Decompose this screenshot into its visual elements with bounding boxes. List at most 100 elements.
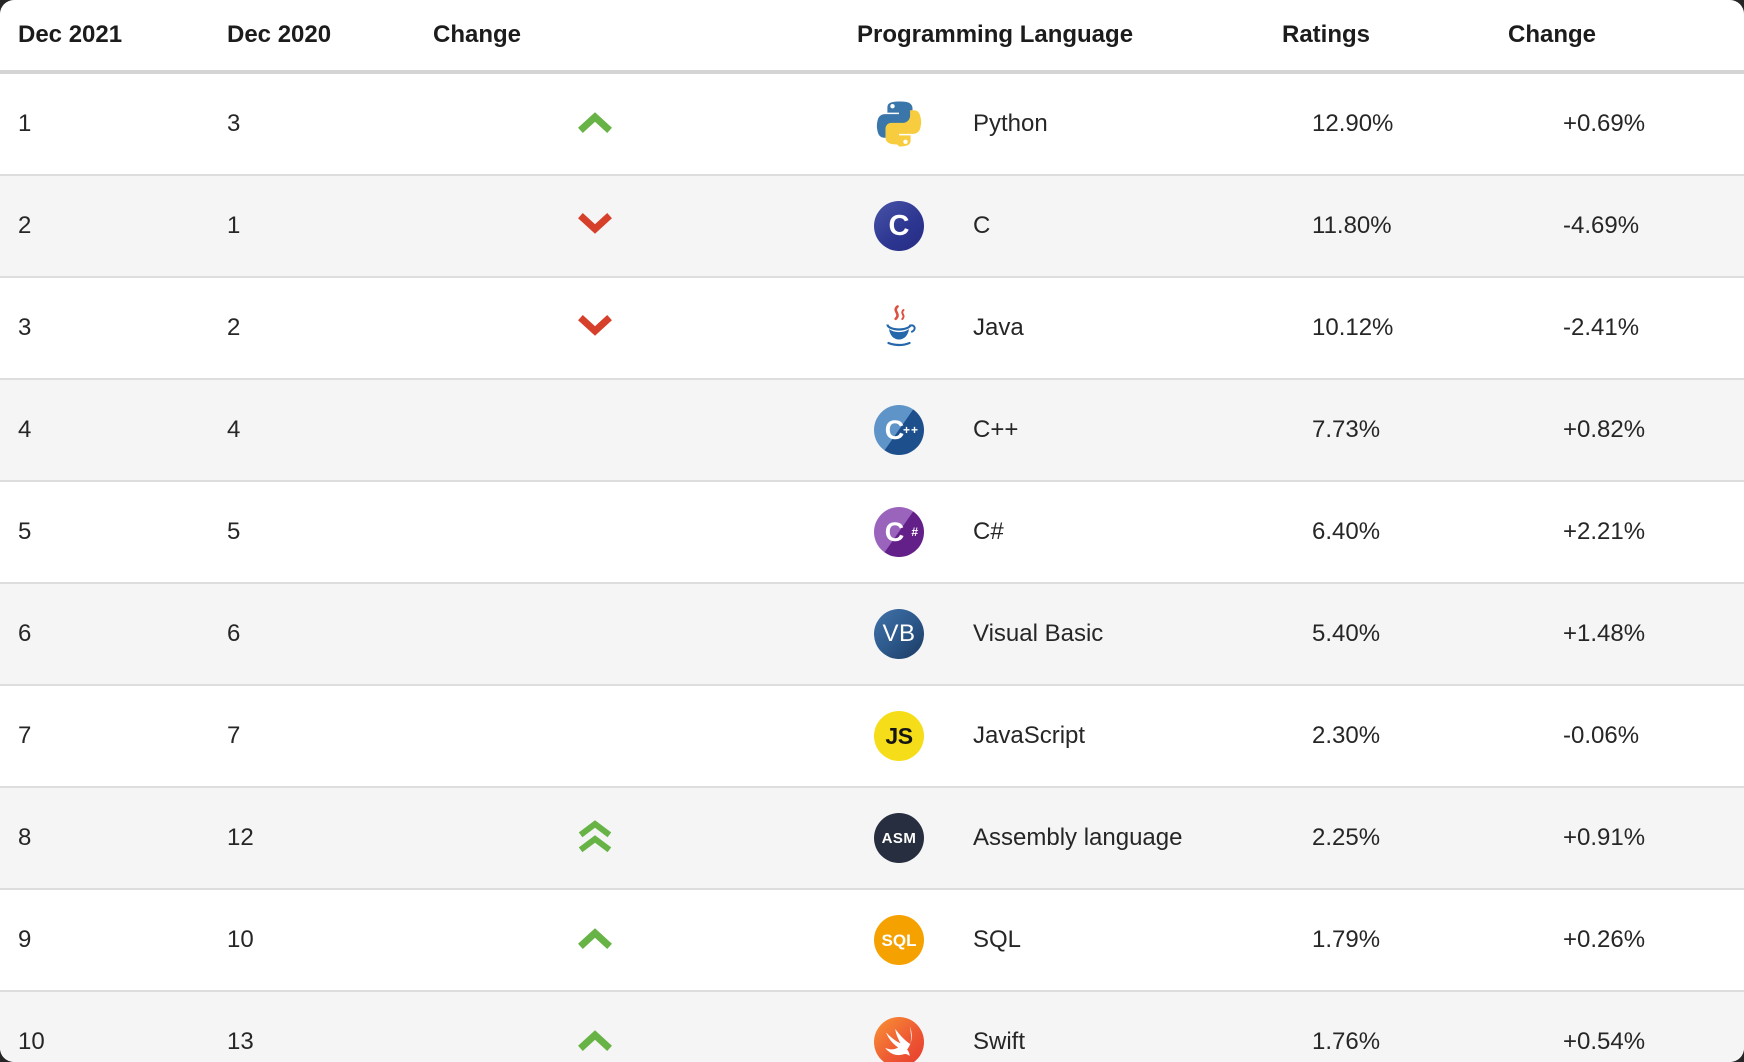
rank-2020: 7 xyxy=(227,722,241,749)
language-name: SQL xyxy=(973,926,1022,953)
language-cell: Java xyxy=(857,302,1282,354)
rank-2021: 3 xyxy=(18,314,32,341)
rating-change-value: -2.41% xyxy=(1563,314,1640,341)
table-row: 6 6 VB Visual Basic 5.40% +1.48% xyxy=(0,582,1744,684)
trend-cell xyxy=(433,212,857,240)
rating-change-value: +2.21% xyxy=(1563,518,1646,545)
language-cell: C # C# xyxy=(857,506,1282,558)
table-row: 9 10 SQL SQL 1.79% +0.26% xyxy=(0,888,1744,990)
swift-icon xyxy=(874,1017,924,1062)
trend-cell xyxy=(433,111,857,138)
trend-cell xyxy=(433,724,857,748)
rating-value: 12.90% xyxy=(1312,110,1394,137)
language-cell: VB Visual Basic xyxy=(857,608,1282,660)
rank-2020: 12 xyxy=(227,824,254,851)
javascript-icon: JS xyxy=(874,711,924,761)
rank-2020: 2 xyxy=(227,314,241,341)
col-header-ratings-change: Change xyxy=(1508,21,1597,48)
rating-change-value: +0.54% xyxy=(1563,1028,1646,1055)
rating-value: 6.40% xyxy=(1312,518,1381,545)
rating-value: 1.76% xyxy=(1312,1028,1381,1055)
table-row: 8 12 ASM Assembly language 2.25% +0.91% xyxy=(0,786,1744,888)
rank-2020: 1 xyxy=(227,212,241,239)
rating-change-value: -0.06% xyxy=(1563,722,1640,749)
table-row: 3 2 Java 10.12% -2.41% xyxy=(0,276,1744,378)
language-cell: ASM Assembly language xyxy=(857,812,1282,864)
rank-2020: 3 xyxy=(227,110,241,137)
col-header-position-change: Change xyxy=(433,21,522,48)
rating-value: 10.12% xyxy=(1312,314,1394,341)
rating-value: 1.79% xyxy=(1312,926,1381,953)
rating-change-value: +0.69% xyxy=(1563,110,1646,137)
rank-2021: 9 xyxy=(18,926,32,953)
rank-2021: 1 xyxy=(18,110,32,137)
assembly-icon: ASM xyxy=(874,813,924,863)
up-arrow-icon xyxy=(578,927,612,949)
rating-value: 2.30% xyxy=(1312,722,1381,749)
rating-value: 7.73% xyxy=(1312,416,1381,443)
rating-change-value: +0.91% xyxy=(1563,824,1646,851)
table-row: 2 1 C C 11.80% -4.69% xyxy=(0,174,1744,276)
language-cell: Swift xyxy=(857,1016,1282,1062)
rank-2021: 5 xyxy=(18,518,32,545)
rank-2020: 4 xyxy=(227,416,241,443)
language-name: Assembly language xyxy=(973,824,1183,851)
rank-2020: 5 xyxy=(227,518,241,545)
cpp-icon: C ++ xyxy=(874,405,924,455)
trend-cell xyxy=(433,418,857,442)
c-icon: C xyxy=(874,201,924,251)
language-name: Swift xyxy=(973,1028,1026,1055)
table-row: 7 7 JS JavaScript 2.30% -0.06% xyxy=(0,684,1744,786)
trend-cell xyxy=(433,819,857,857)
rating-change-value: +0.82% xyxy=(1563,416,1646,443)
table-body: 1 3 Python 12.90% +0.69% 2 1 C C 11.80% … xyxy=(0,74,1744,1062)
language-cell: C ++ C++ xyxy=(857,404,1282,456)
rating-change-value: +1.48% xyxy=(1563,620,1646,647)
language-name: C xyxy=(973,212,991,239)
rank-2021: 4 xyxy=(18,416,32,443)
rating-change-value: +0.26% xyxy=(1563,926,1646,953)
python-icon xyxy=(876,101,922,147)
language-cell: Python xyxy=(857,98,1282,150)
csharp-icon: C # xyxy=(874,507,924,557)
sql-icon: SQL xyxy=(874,915,924,965)
up-arrow-icon xyxy=(578,111,612,133)
java-icon xyxy=(886,305,916,347)
col-header-ratings: Ratings xyxy=(1282,21,1371,48)
language-name: Python xyxy=(973,110,1048,137)
language-cell: SQL SQL xyxy=(857,914,1282,966)
table-row: 1 3 Python 12.90% +0.69% xyxy=(0,74,1744,174)
language-name: JavaScript xyxy=(973,722,1086,749)
trend-cell xyxy=(433,314,857,342)
rating-value: 2.25% xyxy=(1312,824,1381,851)
rank-2021: 2 xyxy=(18,212,32,239)
table-row: 10 13 Swift 1.76% +0.54% xyxy=(0,990,1744,1062)
trend-cell xyxy=(433,1029,857,1056)
language-name: Java xyxy=(973,314,1024,341)
table-header-row: Dec 2021 Dec 2020 Change Programming Lan… xyxy=(0,0,1744,74)
rank-2020: 6 xyxy=(227,620,241,647)
visual-basic-icon: VB xyxy=(874,609,924,659)
rank-2020: 10 xyxy=(227,926,254,953)
down-arrow-icon xyxy=(578,212,612,234)
rating-value: 5.40% xyxy=(1312,620,1381,647)
col-header-dec-2020: Dec 2020 xyxy=(227,21,332,48)
table-row: 4 4 C ++ C++ 7.73% +0.82% xyxy=(0,378,1744,480)
rank-2021: 6 xyxy=(18,620,32,647)
down-arrow-icon xyxy=(578,314,612,336)
col-header-dec-2021: Dec 2021 xyxy=(18,21,123,48)
rating-change-value: -4.69% xyxy=(1563,212,1640,239)
table-row: 5 5 C # C# 6.40% +2.21% xyxy=(0,480,1744,582)
language-cell: C C xyxy=(857,200,1282,252)
double-up-arrow-icon xyxy=(578,819,612,852)
col-header-programming-language: Programming Language xyxy=(857,21,1134,48)
language-name: Visual Basic xyxy=(973,620,1104,647)
language-cell: JS JavaScript xyxy=(857,710,1282,762)
trend-cell xyxy=(433,520,857,544)
rank-2021: 10 xyxy=(18,1028,45,1055)
rank-2020: 13 xyxy=(227,1028,254,1055)
rank-2021: 8 xyxy=(18,824,32,851)
language-name: C# xyxy=(973,518,1004,545)
trend-cell xyxy=(433,927,857,954)
